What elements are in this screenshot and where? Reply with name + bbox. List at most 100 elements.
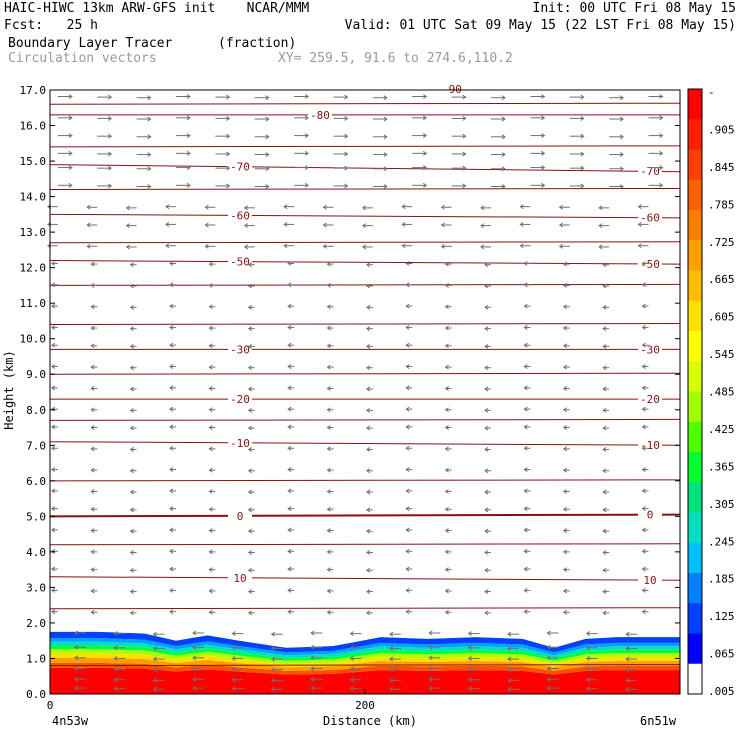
- wind-vector-head: [186, 133, 191, 139]
- wind-vector-head: [523, 467, 528, 472]
- wind-vector-head: [344, 151, 349, 157]
- wind-vector-head: [152, 686, 157, 692]
- wind-vector-head: [125, 205, 130, 211]
- wind-vector-head: [546, 676, 551, 682]
- wind-vector-head: [641, 609, 646, 615]
- wind-vector-head: [326, 609, 331, 615]
- wind-vector-head: [641, 303, 646, 309]
- wind-vector-head: [90, 282, 95, 288]
- tracer-band-8: [50, 631, 680, 653]
- wind-vector-head: [73, 644, 79, 650]
- wind-vector-head: [405, 261, 410, 266]
- y-tick-label: 15.0: [20, 155, 47, 168]
- wind-vector-head: [383, 134, 388, 140]
- wind-vector-head: [90, 304, 95, 310]
- wind-vector-head: [247, 489, 253, 495]
- wind-vector-head: [283, 221, 288, 227]
- wind-vector-head: [405, 587, 410, 593]
- wind-vector-head: [405, 364, 410, 369]
- isotherm-label-bg: [638, 257, 662, 269]
- colorbar-label: .365: [708, 460, 735, 473]
- y-tick-label: 12.0: [20, 262, 47, 275]
- wind-vector-head: [585, 686, 591, 692]
- colorbar-swatch: [688, 179, 702, 211]
- y-tick-label: 3.0: [26, 581, 46, 594]
- wind-vector-head: [192, 655, 197, 661]
- wind-vector-head: [484, 304, 489, 310]
- wind-vector-head: [326, 386, 331, 391]
- wind-vector-head: [129, 528, 134, 534]
- wind-vector-head: [208, 364, 213, 370]
- wind-vector-head: [169, 282, 174, 288]
- wind-vector-head: [365, 326, 371, 332]
- y-tick-label: 2.0: [26, 617, 46, 630]
- wind-vector-head: [602, 425, 607, 431]
- wind-vector-head: [501, 166, 506, 172]
- tracer-band-5: [50, 645, 680, 661]
- wind-vector-head: [440, 243, 445, 249]
- wind-vector-head: [247, 304, 253, 310]
- wind-vector-head: [231, 686, 236, 692]
- wind-vector-head: [562, 364, 568, 370]
- colorbar-label: .005: [708, 685, 735, 698]
- wind-vector-head: [405, 609, 410, 615]
- wind-vector-head: [602, 589, 607, 594]
- wind-vector-head: [428, 676, 433, 682]
- wind-vector-head: [519, 221, 524, 227]
- wind-vector-head: [90, 364, 95, 370]
- isotherm-line: [49, 241, 681, 244]
- wind-vector-head: [90, 506, 95, 512]
- wind-vector-head: [169, 364, 174, 369]
- isotherm-line: [49, 260, 681, 265]
- wind-vector-head: [169, 445, 174, 451]
- wind-vector-head: [484, 468, 489, 474]
- wind-vector-head: [602, 343, 607, 349]
- isotherm-line: [49, 576, 681, 581]
- wind-vector-head: [287, 406, 292, 412]
- wind-vector-head: [405, 488, 410, 494]
- wind-vector-head: [90, 343, 95, 349]
- wind-vector-head: [484, 567, 489, 573]
- tracer-band-0: [50, 667, 680, 694]
- wind-vector-head: [541, 182, 546, 188]
- colorbar-label: .185: [708, 573, 735, 586]
- wind-vector-head: [208, 567, 213, 573]
- colorbar-label: .545: [708, 348, 735, 361]
- wind-vector-head: [546, 655, 551, 661]
- wind-vector-head: [192, 666, 197, 671]
- colorbar-swatch: [688, 300, 702, 332]
- wind-vector-head: [287, 566, 292, 572]
- wind-vector-head: [484, 489, 489, 495]
- wind-vector-head: [129, 262, 134, 268]
- wind-vector-head: [444, 343, 449, 349]
- wind-vector-head: [428, 666, 433, 671]
- wind-vector-head: [50, 303, 56, 309]
- wind-vector-head: [287, 609, 292, 615]
- wind-vector-head: [659, 182, 664, 188]
- colorbar-swatch: [688, 240, 702, 271]
- isotherm-label: -60: [230, 209, 250, 222]
- isotherm-line: [49, 213, 681, 219]
- wind-vector-head: [270, 656, 276, 662]
- isotherm-label-bg: [228, 571, 252, 583]
- wind-vector-head: [326, 489, 331, 494]
- isotherm-line: [49, 283, 681, 286]
- wind-vector-head: [349, 656, 354, 661]
- wind-vector-head: [326, 467, 331, 473]
- y-tick-label: 8.0: [26, 404, 46, 417]
- wind-vector-head: [226, 165, 231, 171]
- wind-vector-head: [602, 283, 607, 289]
- wind-vector-head: [90, 467, 95, 473]
- wind-vector-head: [444, 304, 449, 310]
- wind-vector-head: [326, 282, 331, 288]
- wind-vector-head: [580, 151, 585, 157]
- wind-vector-head: [208, 425, 213, 430]
- wind-vector-head: [231, 677, 236, 683]
- wind-vector-head: [541, 150, 546, 156]
- wind-vector-head: [585, 656, 591, 661]
- wind-vector-head: [361, 223, 367, 229]
- wind-vector-head: [349, 677, 354, 683]
- wind-vector-head: [562, 489, 568, 494]
- temperature-contours: -80-70 -70-60 -60-50 -50-30 -30-20 -20-10 -100…: [49, 83, 681, 667]
- y-tick-label: 16.0: [20, 120, 47, 133]
